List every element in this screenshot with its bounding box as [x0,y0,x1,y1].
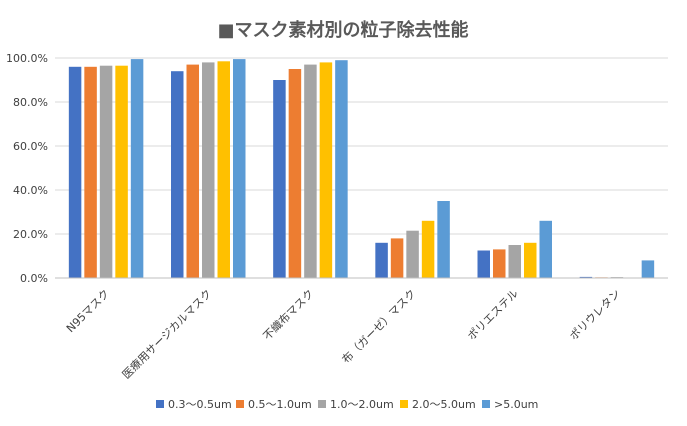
legend: 0.3～0.5um 0.5～1.0um 1.0～2.0um 2.0～5.0um >5.0… [156,398,538,411]
y-tick-label: 100.0% [6,52,48,65]
bar [390,238,404,278]
bar [421,220,435,278]
legend-label: >5.0um [494,398,538,411]
bar [273,80,286,278]
bar [319,62,333,279]
bar [508,245,521,278]
bar [375,242,388,278]
legend-label: 0.5～1.0um [248,398,312,411]
y-tick-label: 40.0% [13,184,48,197]
bar [641,260,655,278]
y-axis-ticks: 0.0% 20.0% 40.0% 60.0% 80.0% 100.0% [6,52,48,285]
y-tick-label: 20.0% [13,228,48,241]
grid-lines [55,57,668,279]
bar [68,66,82,278]
bar [539,220,552,278]
bar [202,62,215,279]
legend-label: 1.0～2.0um [330,398,394,411]
legend-swatch [318,400,326,408]
x-category-label: 医療用サージカルマスク [119,286,214,381]
bar [84,66,97,278]
x-category-label: ポリウレタン [567,287,623,343]
bar [437,201,450,278]
bar [217,61,230,278]
y-tick-label: 80.0% [13,96,48,109]
bar [115,65,128,278]
x-category-label: 不織布マスク [261,287,317,343]
x-category-label: 布（ガーゼ）マスク [340,287,419,366]
bar [99,65,113,278]
bar [524,242,537,278]
bars [68,59,655,279]
chart-title: ■マスク素材別の粒子除去性能 [217,19,468,41]
x-category-label: ポリエステル [465,287,521,343]
bar [186,64,199,278]
x-category-label: N95マスク [64,287,112,335]
bar [406,230,419,278]
legend-swatch [400,400,408,408]
y-tick-label: 60.0% [13,140,48,153]
bar [477,250,490,278]
bar [130,59,144,278]
x-axis-categories: N95マスク 医療用サージカルマスク 不織布マスク 布（ガーゼ）マスク ポリエステル ポリ… [64,286,623,381]
legend-swatch [482,400,490,408]
y-tick-label: 0.0% [20,272,48,285]
legend-label: 0.3～0.5um [168,398,232,411]
legend-label: 2.0～5.0um [412,398,476,411]
bar [493,249,506,278]
legend-swatch [236,400,244,408]
bar [171,71,184,278]
bar [233,59,246,278]
bar [579,276,593,278]
bar [304,64,317,278]
legend-swatch [156,400,164,408]
bar [288,69,302,278]
bar [335,60,348,279]
